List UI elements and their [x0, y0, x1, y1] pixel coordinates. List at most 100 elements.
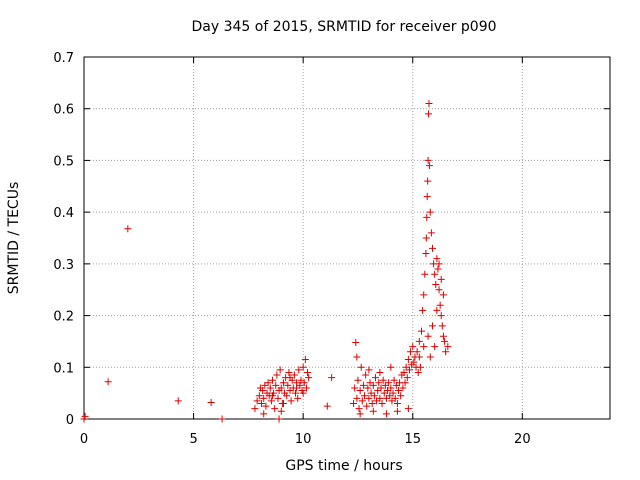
data-point: [260, 410, 268, 418]
data-point: [387, 363, 395, 371]
data-point: [425, 162, 433, 170]
data-point: [428, 244, 436, 252]
data-point: [397, 392, 405, 400]
data-point: [407, 348, 415, 356]
data-point: [400, 368, 408, 376]
data-point: [301, 356, 309, 364]
data-point: [409, 343, 417, 351]
data-point: [299, 363, 307, 371]
data-point: [420, 291, 428, 299]
data-point: [444, 343, 452, 351]
x-tick-label: 5: [189, 432, 197, 447]
data-point: [401, 379, 409, 387]
data-point: [423, 213, 431, 221]
data-point: [438, 322, 446, 330]
data-point: [395, 387, 403, 395]
data-point: [286, 374, 294, 382]
data-point: [437, 312, 445, 320]
data-point: [358, 397, 366, 405]
data-point: [305, 374, 313, 382]
data-point: [404, 405, 412, 413]
x-axis-label: GPS time / hours: [285, 458, 402, 474]
grid-lines: [84, 57, 610, 419]
data-point: [356, 387, 364, 395]
data-point: [371, 374, 379, 382]
x-tick-label: 10: [295, 432, 312, 447]
data-points: [80, 100, 452, 423]
y-tick-label: 0.7: [53, 51, 74, 66]
data-point: [304, 368, 312, 376]
data-point: [434, 265, 442, 273]
data-point: [362, 371, 370, 379]
data-point: [279, 379, 287, 387]
data-point: [300, 379, 308, 387]
data-point: [387, 384, 395, 392]
data-point: [259, 387, 267, 395]
data-point: [431, 343, 439, 351]
data-point: [104, 378, 112, 386]
data-point: [284, 381, 292, 389]
data-point: [260, 394, 268, 402]
data-point: [365, 394, 373, 402]
data-point: [273, 371, 281, 379]
data-point: [441, 337, 449, 345]
data-point: [353, 353, 361, 361]
data-point: [431, 270, 439, 278]
data-point: [427, 229, 435, 237]
data-point: [379, 376, 387, 384]
data-point: [365, 366, 373, 374]
data-point: [352, 338, 360, 346]
y-tick-label: 0.5: [53, 154, 74, 169]
data-point: [368, 399, 376, 407]
data-point: [370, 392, 378, 400]
data-point: [328, 374, 336, 382]
data-point: [267, 397, 275, 405]
data-point: [389, 389, 397, 397]
data-point: [399, 384, 407, 392]
data-point: [418, 327, 426, 335]
data-point: [350, 399, 358, 407]
data-point: [291, 389, 299, 397]
data-point: [378, 399, 386, 407]
data-point: [404, 356, 412, 364]
data-point: [207, 398, 215, 406]
data-point: [276, 366, 284, 374]
data-point: [377, 384, 385, 392]
data-point: [353, 394, 361, 402]
data-point: [364, 384, 372, 392]
data-point: [255, 392, 263, 400]
data-point: [393, 399, 401, 407]
data-point: [253, 397, 261, 405]
y-tick-label: 0.1: [53, 361, 74, 376]
data-point: [251, 405, 259, 413]
data-point: [421, 270, 429, 278]
data-point: [423, 193, 431, 201]
data-point: [416, 363, 424, 371]
plot-frame: [83, 56, 611, 420]
data-point: [356, 410, 364, 418]
data-point: [424, 177, 432, 185]
data-point: [290, 371, 298, 379]
data-point: [442, 348, 450, 356]
data-point: [81, 412, 89, 420]
data-point: [302, 384, 310, 392]
data-point: [351, 384, 359, 392]
data-point: [323, 402, 331, 410]
data-point: [274, 394, 282, 402]
chart-title: Day 345 of 2015, SRMTID for receiver p09…: [191, 19, 496, 35]
data-point: [218, 415, 226, 423]
x-tick-label: 0: [80, 432, 88, 447]
data-point: [376, 394, 384, 402]
data-point: [287, 397, 295, 405]
data-point: [277, 384, 285, 392]
data-point: [439, 332, 447, 340]
data-point: [376, 368, 384, 376]
data-point: [277, 407, 285, 415]
data-point: [425, 100, 433, 108]
data-point: [369, 407, 377, 415]
y-tick-label: 0.4: [53, 206, 74, 221]
x-tick-label: 20: [514, 432, 531, 447]
y-tick-label: 0.6: [53, 103, 74, 118]
data-point: [422, 234, 430, 242]
